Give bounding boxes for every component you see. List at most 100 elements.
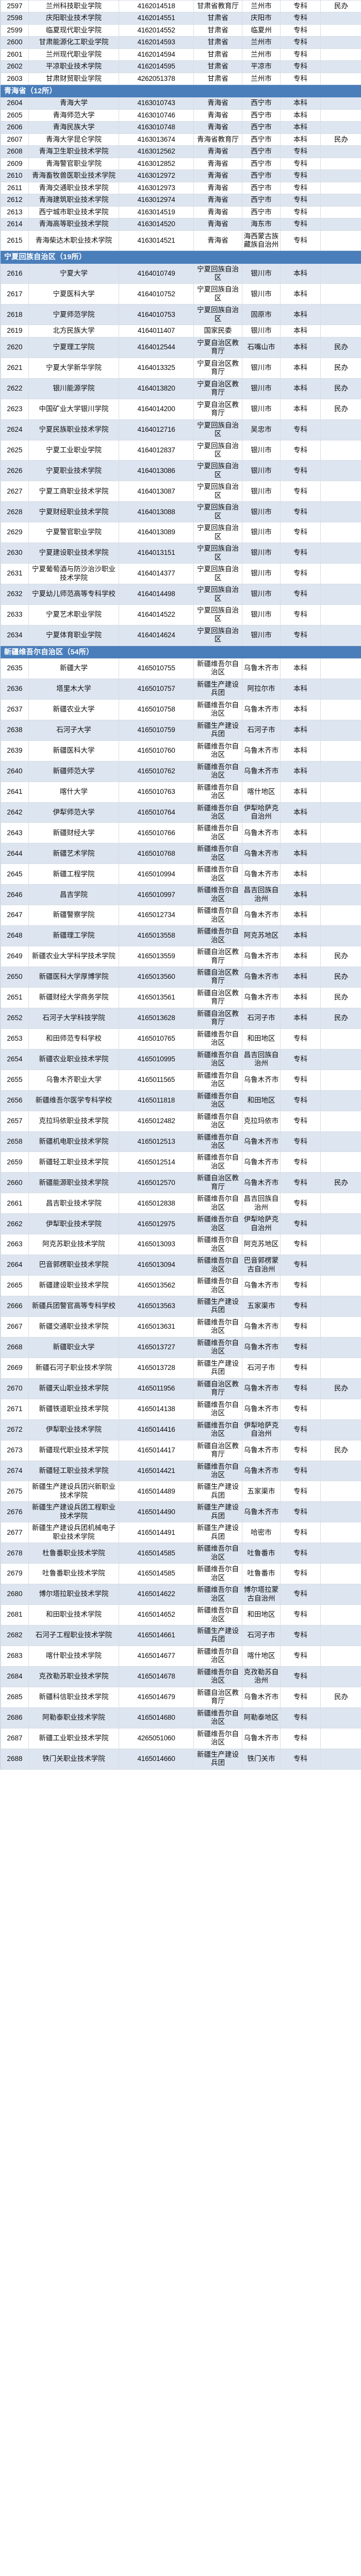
row-index-cell: 2618 bbox=[1, 304, 29, 326]
table-row: 2618 宁夏师范学院 4164010753 宁夏回族自治区 固原市 本科 bbox=[1, 304, 361, 326]
school-code-cell: 4165013562 bbox=[119, 1275, 194, 1297]
table-row: 2636 塔里木大学 4165010757 新疆生产建设兵团 阿拉尔市 本科 bbox=[1, 678, 361, 700]
school-code-cell: 4164012837 bbox=[119, 439, 194, 461]
row-index-cell: 2646 bbox=[1, 884, 29, 906]
school-name-cell: 新疆交通职业技术学院 bbox=[28, 1316, 119, 1337]
ownership-cell bbox=[320, 1707, 361, 1728]
location-cell: 乌鲁木齐市 bbox=[242, 1378, 281, 1399]
school-code-cell: 4164013086 bbox=[119, 460, 194, 482]
authority-cell: 青海省 bbox=[193, 206, 242, 219]
table-row: 2639 新疆医科大学 4165010760 新疆维吾尔自治区 乌鲁木齐市 本科 bbox=[1, 740, 361, 761]
row-index-cell: 2629 bbox=[1, 522, 29, 544]
table-row: 2626 宁夏职业技术学院 4164013086 宁夏回族自治区 银川市 专科 bbox=[1, 460, 361, 482]
section-header-row: 青海省（12所） bbox=[1, 84, 361, 98]
school-code-cell: 4163014519 bbox=[119, 206, 194, 219]
authority-cell: 新疆生产建设兵团 bbox=[193, 1481, 242, 1502]
table-row: 2682 石河子工程职业技术学院 4165014661 新疆生产建设兵团 石河子市 专科 bbox=[1, 1625, 361, 1646]
row-index-cell: 2628 bbox=[1, 501, 29, 523]
school-code-cell: 4165014489 bbox=[119, 1481, 194, 1502]
ownership-cell bbox=[320, 822, 361, 844]
education-level-cell: 专科 bbox=[280, 604, 321, 625]
education-level-cell: 专科 bbox=[280, 1522, 321, 1544]
school-code-cell: 4165010997 bbox=[119, 884, 194, 906]
section-header-row: 新疆维吾尔自治区（54所） bbox=[1, 645, 361, 658]
ownership-cell: 民办 bbox=[320, 946, 361, 968]
school-code-cell: 4165012734 bbox=[119, 905, 194, 926]
school-name-cell: 宁夏体育职业学院 bbox=[28, 624, 119, 646]
table-row: 2644 新疆艺术学院 4165010768 新疆维吾尔自治区 乌鲁木齐市 本科 bbox=[1, 843, 361, 865]
authority-cell: 新疆维吾尔自治区 bbox=[193, 843, 242, 865]
section-header-label: 新疆维吾尔自治区（54所） bbox=[1, 645, 361, 658]
education-level-cell: 专科 bbox=[280, 1604, 321, 1626]
ownership-cell bbox=[320, 1501, 361, 1523]
ownership-cell bbox=[320, 1543, 361, 1564]
school-code-cell: 4165010762 bbox=[119, 760, 194, 782]
school-name-cell: 新疆生产建设兵团工程职业技术学院 bbox=[28, 1501, 119, 1523]
school-code-cell: 4165013559 bbox=[119, 946, 194, 968]
ownership-cell bbox=[320, 863, 361, 885]
school-name-cell: 甘肃能源化工职业学院 bbox=[28, 36, 119, 49]
school-name-cell: 塔里木大学 bbox=[28, 678, 119, 700]
row-index-cell: 2614 bbox=[1, 218, 29, 231]
location-cell: 五家渠市 bbox=[242, 1481, 281, 1502]
location-cell: 克拉玛依市 bbox=[242, 1110, 281, 1132]
table-row: 2622 银川能源学院 4164013820 宁夏自治区教育厅 银川市 本科 民办 bbox=[1, 378, 361, 399]
table-row: 2602 平凉职业技术学院 4162014595 甘肃省 平凉市 专科 bbox=[1, 60, 361, 73]
row-index-cell: 2623 bbox=[1, 398, 29, 420]
authority-cell: 国家民委 bbox=[193, 325, 242, 337]
authority-cell: 新疆生产建设兵团 bbox=[193, 719, 242, 741]
location-cell: 银川市 bbox=[242, 522, 281, 544]
school-name-cell: 新疆警察学院 bbox=[28, 905, 119, 926]
ownership-cell bbox=[320, 843, 361, 865]
education-level-cell: 专科 bbox=[280, 1255, 321, 1276]
school-name-cell: 乌鲁木齐职业大学 bbox=[28, 1069, 119, 1091]
school-name-cell: 新疆科信职业技术学院 bbox=[28, 1686, 119, 1708]
school-code-cell: 4165014585 bbox=[119, 1563, 194, 1585]
authority-cell: 青海省 bbox=[193, 157, 242, 171]
ownership-cell bbox=[320, 1336, 361, 1358]
education-level-cell: 专科 bbox=[280, 1419, 321, 1440]
school-name-cell: 昌吉学院 bbox=[28, 884, 119, 906]
table-row: 2632 宁夏幼儿师范高等专科学校 4164014498 宁夏回族自治区 银川市 专科 bbox=[1, 584, 361, 605]
authority-cell: 新疆维吾尔自治区 bbox=[193, 1604, 242, 1626]
education-level-cell: 专科 bbox=[280, 206, 321, 219]
education-level-cell: 专科 bbox=[280, 1727, 321, 1749]
table-row: 2675 新疆生产建设兵团兴新职业技术学院 4165014489 新疆生产建设兵团 五家… bbox=[1, 1481, 361, 1502]
location-cell: 银川市 bbox=[242, 357, 281, 379]
location-cell: 平凉市 bbox=[242, 60, 281, 73]
school-code-cell: 4163012852 bbox=[119, 157, 194, 171]
location-cell: 乌鲁木齐市 bbox=[242, 1439, 281, 1461]
table-row: 2671 新疆铁道职业技术学院 4165014138 新疆维吾尔自治区 乌鲁木齐市 专科 bbox=[1, 1398, 361, 1420]
table-row: 2635 新疆大学 4165010755 新疆维吾尔自治区 乌鲁木齐市 本科 bbox=[1, 657, 361, 679]
school-name-cell: 阿勒泰职业技术学院 bbox=[28, 1707, 119, 1728]
school-name-cell: 临夏现代职业学院 bbox=[28, 24, 119, 37]
ownership-cell: 民办 bbox=[320, 1686, 361, 1708]
row-index-cell: 2636 bbox=[1, 678, 29, 700]
authority-cell: 宁夏回族自治区 bbox=[193, 460, 242, 482]
location-cell: 乌鲁木齐市 bbox=[242, 1336, 281, 1358]
authority-cell: 青海省 bbox=[193, 97, 242, 110]
table-row: 2658 新疆机电职业技术学院 4165012513 新疆维吾尔自治区 乌鲁木齐市 专科 bbox=[1, 1131, 361, 1153]
school-name-cell: 新疆农业大学 bbox=[28, 699, 119, 720]
row-index-cell: 2673 bbox=[1, 1439, 29, 1461]
authority-cell: 新疆维吾尔自治区 bbox=[193, 1275, 242, 1297]
location-cell: 乌鲁木齐市 bbox=[242, 967, 281, 988]
ownership-cell bbox=[320, 1028, 361, 1049]
table-row: 2664 巴音郭楞职业技术学院 4165013094 新疆维吾尔自治区 巴音郭楞蒙古自治… bbox=[1, 1255, 361, 1276]
ownership-cell bbox=[320, 563, 361, 585]
school-code-cell: 4165014678 bbox=[119, 1666, 194, 1687]
ownership-cell bbox=[320, 121, 361, 134]
row-index-cell: 2661 bbox=[1, 1193, 29, 1214]
location-cell: 固原市 bbox=[242, 304, 281, 326]
ownership-cell bbox=[320, 678, 361, 700]
ownership-cell bbox=[320, 781, 361, 803]
location-cell: 海东市 bbox=[242, 218, 281, 231]
school-code-cell: 4164013088 bbox=[119, 501, 194, 523]
location-cell: 巴音郭楞蒙古自治州 bbox=[242, 1255, 281, 1276]
row-index-cell: 2620 bbox=[1, 336, 29, 358]
table-row: 2606 青海民族大学 4163010748 青海省 西宁市 本科 bbox=[1, 121, 361, 134]
location-cell: 乌鲁木齐市 bbox=[242, 1501, 281, 1523]
education-level-cell: 专科 bbox=[280, 543, 321, 564]
education-level-cell: 专科 bbox=[280, 1172, 321, 1194]
ownership-cell bbox=[320, 760, 361, 782]
